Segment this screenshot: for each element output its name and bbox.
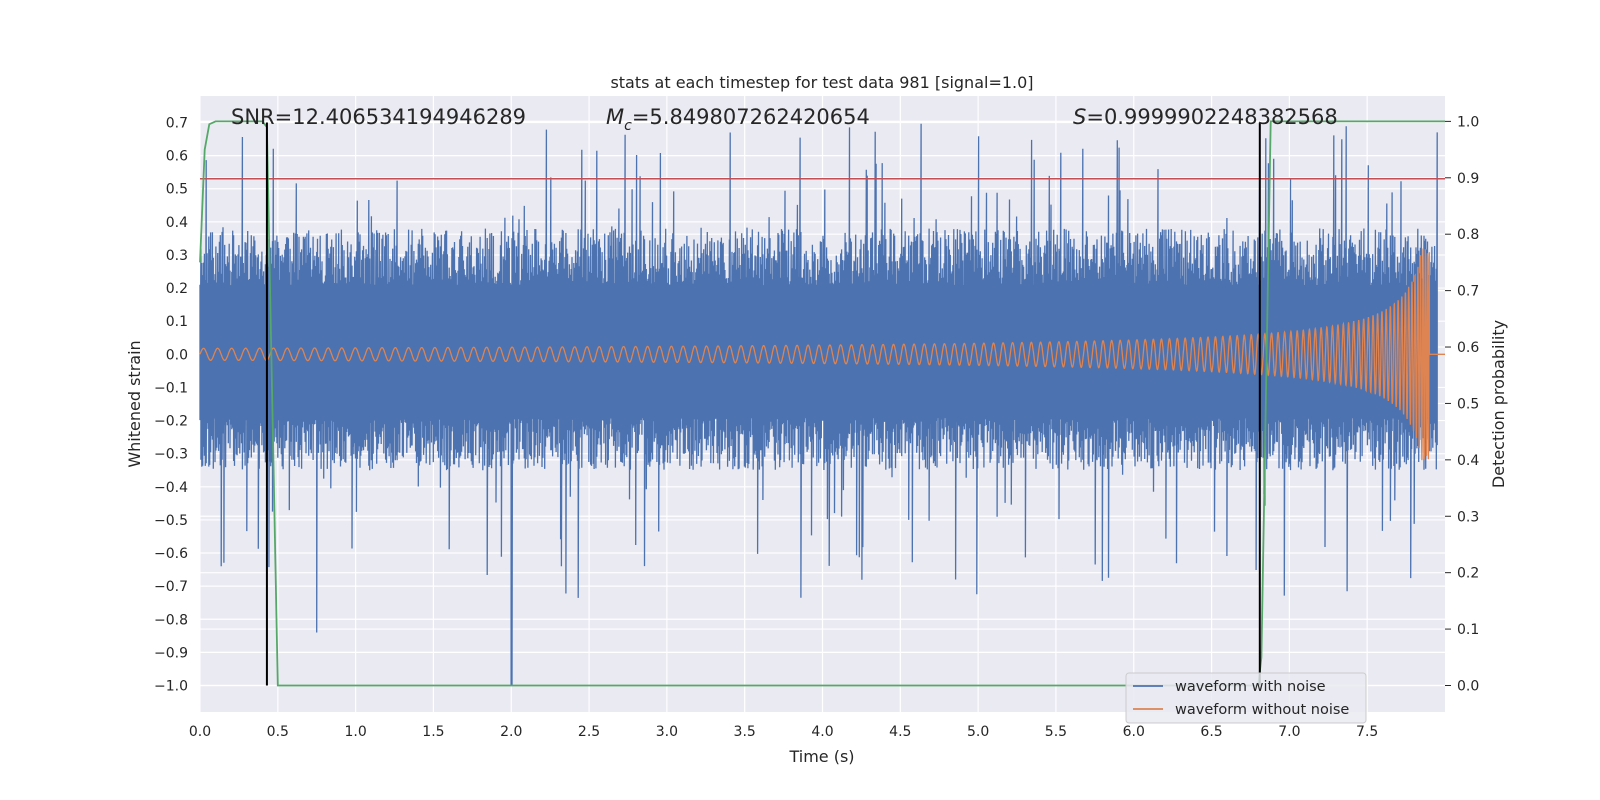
x-axis-ticks: 0.0 0.5 1.0 1.5 2.0 2.5 3.0 3.5 4.0 4.5 5.0 5.5 6.0 6… xyxy=(189,724,1378,740)
x-tick-label: 7.5 xyxy=(1356,724,1378,740)
y2-tick-label: 0.6 xyxy=(1457,340,1479,356)
x-tick-label: 5.5 xyxy=(1045,724,1067,740)
y-tick-label: 0.3 xyxy=(166,248,188,264)
series-layer xyxy=(199,120,1445,687)
score-symbol: S xyxy=(1073,105,1086,129)
series-waveform-without-noise xyxy=(199,248,1445,461)
chirp-mass-value: =5.849807262420654 xyxy=(632,105,870,129)
series-waveform-with-noise xyxy=(199,123,1438,686)
x-tick-label: 6.0 xyxy=(1123,724,1145,740)
y-tick-label: 0.1 xyxy=(166,314,188,330)
x-tick-label: 4.5 xyxy=(889,724,911,740)
y-tick-label: −0.9 xyxy=(154,645,188,661)
legend-box xyxy=(1125,672,1367,724)
legend-label-clean: waveform without noise xyxy=(1175,702,1349,718)
x-tick-label: 1.0 xyxy=(344,724,366,740)
x-tick-label: 3.0 xyxy=(656,724,678,740)
score-annotation: S=0.9999902248382568 xyxy=(1073,105,1338,129)
y-tick-label: −0.3 xyxy=(154,447,188,463)
y-tick-label: 0.0 xyxy=(166,347,188,363)
y-tick-label: 0.7 xyxy=(166,115,188,131)
y2-tick-label: 0.8 xyxy=(1457,227,1479,243)
y2-tick-label: 0.3 xyxy=(1457,509,1479,525)
x-tick-label: 2.5 xyxy=(578,724,600,740)
y2-tick-label: 0.5 xyxy=(1457,396,1479,412)
x-tick-label: 7.0 xyxy=(1278,724,1300,740)
x-tick-label: 0.0 xyxy=(189,724,211,740)
y-tick-label: −0.5 xyxy=(154,513,188,529)
y-tick-label: −0.2 xyxy=(154,414,188,430)
y-tick-label: 0.5 xyxy=(166,182,188,198)
y2-tick-label: 0.2 xyxy=(1457,566,1479,582)
legend-label-noisy: waveform with noise xyxy=(1175,679,1326,695)
chart-title: stats at each timestep for test data 981… xyxy=(610,73,1033,92)
y2-tick-label: 1.0 xyxy=(1457,114,1479,130)
x-tick-label: 6.5 xyxy=(1200,724,1222,740)
chirp-mass-annotation: Mc=5.849807262420654 xyxy=(606,105,870,134)
right-axis-ticks: 1.0 0.9 0.8 0.7 0.6 0.5 0.4 0.3 0.2 0.1 0.0 xyxy=(1445,114,1479,694)
chirp-mass-subscript: c xyxy=(624,118,632,134)
y-tick-label: −0.4 xyxy=(154,480,188,496)
x-tick-label: 3.5 xyxy=(734,724,756,740)
y-tick-label: −0.8 xyxy=(154,612,188,628)
x-tick-label: 1.5 xyxy=(422,724,444,740)
y-tick-label: 0.2 xyxy=(166,281,188,297)
x-tick-label: 5.0 xyxy=(967,724,989,740)
y2-tick-label: 0.9 xyxy=(1457,171,1479,187)
y-tick-label: 0.4 xyxy=(166,215,188,231)
y-tick-label: −1.0 xyxy=(154,679,188,695)
x-axis-label: Time (s) xyxy=(788,747,854,766)
y2-axis-label: Detection probability xyxy=(1489,320,1508,488)
y-tick-label: 0.6 xyxy=(166,149,188,165)
legend: waveform with noise waveform without noi… xyxy=(1125,672,1367,724)
score-value: =0.9999902248382568 xyxy=(1086,105,1337,129)
y-tick-label: −0.7 xyxy=(154,579,188,595)
chirp-mass-symbol: M xyxy=(606,105,624,129)
y2-tick-label: 0.4 xyxy=(1457,453,1479,469)
y-tick-label: −0.1 xyxy=(154,380,188,396)
x-tick-label: 4.0 xyxy=(811,724,833,740)
x-tick-label: 2.0 xyxy=(500,724,522,740)
y2-tick-label: 0.7 xyxy=(1457,284,1479,300)
snr-annotation: SNR=12.406534194946289 xyxy=(231,105,526,129)
y2-tick-label: 0.0 xyxy=(1457,678,1479,694)
x-tick-label: 0.5 xyxy=(267,724,289,740)
y-tick-label: −0.6 xyxy=(154,546,188,562)
y2-tick-label: 0.1 xyxy=(1457,622,1479,638)
left-axis-ticks: 0.7 0.6 0.5 0.4 0.3 0.2 0.1 0.0 −0.1 −0.2 −0.3 −0.4… xyxy=(154,115,188,694)
y-axis-label: Whitened strain xyxy=(125,340,144,467)
series-detection-probability xyxy=(199,120,1445,687)
